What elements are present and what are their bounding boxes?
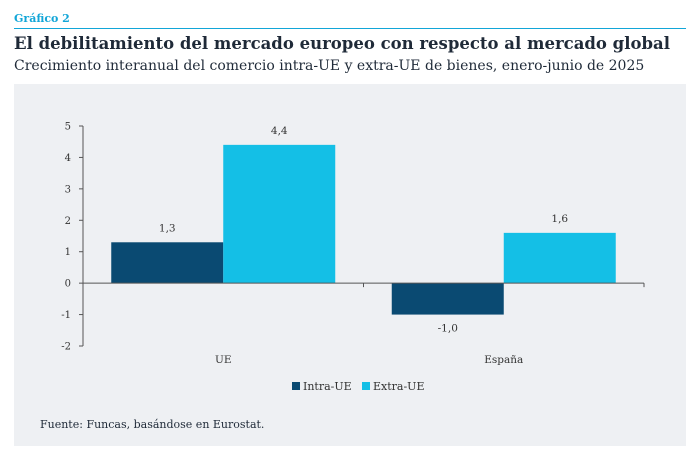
y-tick-label: 4 xyxy=(65,153,71,164)
data-label: 1,6 xyxy=(551,213,568,225)
legend-swatch xyxy=(292,382,300,390)
chart-number-label: Gráfico 2 xyxy=(14,12,70,25)
y-tick-label: 1 xyxy=(65,247,71,258)
x-category-label: UE xyxy=(215,354,232,366)
legend-label: Extra-UE xyxy=(373,380,425,393)
y-tick-label: 0 xyxy=(65,279,71,290)
bar xyxy=(223,144,336,284)
header-divider xyxy=(14,28,686,29)
legend-label: Intra-UE xyxy=(303,380,352,393)
data-label: 1,3 xyxy=(159,222,176,234)
source-note: Fuente: Funcas, basándose en Eurostat. xyxy=(40,418,265,431)
bar xyxy=(391,283,504,315)
y-tick-label: -2 xyxy=(61,342,71,353)
data-label: 4,4 xyxy=(271,125,288,137)
y-tick-label: 3 xyxy=(65,184,71,195)
y-tick-label: -1 xyxy=(61,310,71,321)
x-category-label: España xyxy=(484,354,523,366)
bar xyxy=(503,232,616,284)
legend-swatch xyxy=(362,382,370,390)
chart-title: El debilitamiento del mercado europeo co… xyxy=(14,34,670,53)
bar xyxy=(111,242,224,284)
chart-subtitle: Crecimiento interanual del comercio intr… xyxy=(14,58,645,74)
y-tick-label: 2 xyxy=(65,216,71,227)
y-tick-label: 5 xyxy=(65,122,71,133)
data-label: -1,0 xyxy=(438,323,458,335)
